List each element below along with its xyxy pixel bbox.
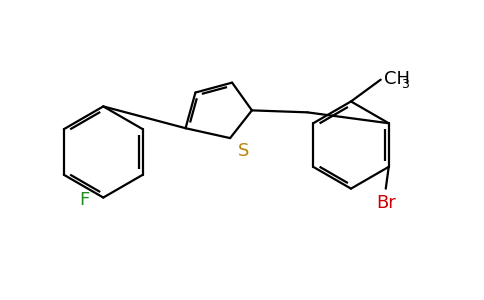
Text: Br: Br (376, 194, 395, 211)
Text: CH: CH (384, 70, 409, 88)
Text: S: S (238, 142, 249, 160)
Text: F: F (79, 190, 90, 208)
Text: 3: 3 (401, 78, 409, 91)
